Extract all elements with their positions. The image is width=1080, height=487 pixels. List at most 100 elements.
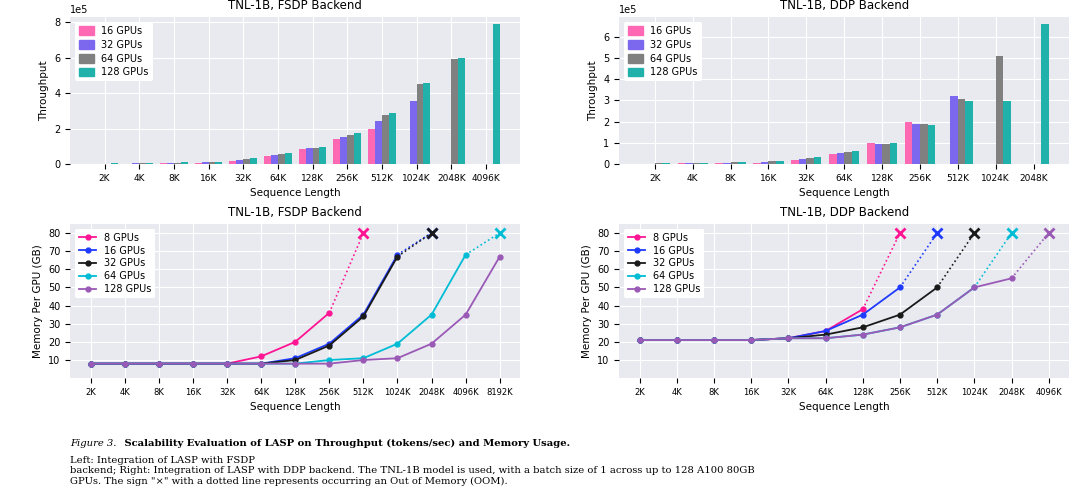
Legend: 8 GPUs, 16 GPUs, 32 GPUs, 64 GPUs, 128 GPUs: 8 GPUs, 16 GPUs, 32 GPUs, 64 GPUs, 128 G… [76,229,156,298]
8 GPUs [782,336,795,341]
Bar [132,163,139,164]
128 GPUs [288,361,301,367]
64 GPUs [255,361,268,367]
Bar [723,163,730,164]
Bar [111,163,119,164]
Bar [229,161,237,164]
Bar [458,57,465,164]
64 GPUs [288,361,301,367]
Bar [146,163,153,164]
Bar [829,154,837,164]
16 GPUs [323,341,336,347]
Bar [320,147,326,164]
128 GPUs [707,337,720,343]
128 GPUs [84,361,97,367]
128 GPUs [856,332,869,337]
Bar [867,143,875,164]
Bar [996,56,1003,164]
Bar [375,121,382,164]
Bar [278,154,285,164]
Y-axis label: Throughput: Throughput [588,60,597,121]
64 GPUs [819,336,832,341]
32 GPUs [633,337,646,343]
Bar [715,163,723,164]
8 GPUs [819,328,832,334]
Bar [753,163,761,164]
Line: 32 GPUs: 32 GPUs [637,285,940,342]
32 GPUs [220,361,233,367]
32 GPUs [671,337,684,343]
Legend: 16 GPUs, 32 GPUs, 64 GPUs, 128 GPUs: 16 GPUs, 32 GPUs, 64 GPUs, 128 GPUs [76,22,152,81]
16 GPUs [152,361,165,367]
Bar [875,144,882,164]
16 GPUs [819,328,832,334]
64 GPUs [187,361,200,367]
Bar [837,153,845,164]
Title: TNL-1B, DDP Backend: TNL-1B, DDP Backend [780,206,909,219]
Bar [920,124,928,164]
32 GPUs [84,361,97,367]
Bar [340,137,347,164]
X-axis label: Sequence Length: Sequence Length [799,188,890,198]
64 GPUs [707,337,720,343]
Bar [738,162,745,164]
Bar [890,143,897,164]
16 GPUs [84,361,97,367]
Bar [966,101,973,164]
Legend: 8 GPUs, 16 GPUs, 32 GPUs, 64 GPUs, 128 GPUs: 8 GPUs, 16 GPUs, 32 GPUs, 64 GPUs, 128 G… [624,229,704,298]
Bar [761,162,769,164]
Bar [382,115,389,164]
128 GPUs [459,312,472,318]
Bar [285,153,292,164]
Bar [730,162,738,164]
Line: 64 GPUs: 64 GPUs [637,285,976,342]
Bar [417,84,423,164]
Bar [389,113,395,164]
Bar [334,139,340,164]
Bar [237,160,243,164]
8 GPUs [707,337,720,343]
Bar [167,163,174,164]
Bar [306,149,312,164]
32 GPUs [391,254,404,260]
Bar [160,163,167,164]
Bar [174,163,180,164]
Y-axis label: Throughput: Throughput [39,60,49,121]
Bar [299,150,306,164]
Bar [194,163,202,164]
Line: 8 GPUs: 8 GPUs [637,307,865,342]
32 GPUs [707,337,720,343]
128 GPUs [494,254,507,260]
Bar [950,96,958,164]
32 GPUs [856,324,869,330]
128 GPUs [633,337,646,343]
Bar [905,122,913,164]
8 GPUs [671,337,684,343]
16 GPUs [856,312,869,318]
Bar [852,150,860,164]
64 GPUs [745,337,758,343]
Line: 8 GPUs: 8 GPUs [89,310,332,366]
Line: 128 GPUs: 128 GPUs [637,276,1014,342]
16 GPUs [187,361,200,367]
128 GPUs [187,361,200,367]
Bar [271,155,278,164]
16 GPUs [255,361,268,367]
8 GPUs [119,361,132,367]
128 GPUs [968,284,981,290]
128 GPUs [931,312,944,318]
16 GPUs [119,361,132,367]
Bar [251,158,257,164]
128 GPUs [391,356,404,361]
8 GPUs [255,354,268,359]
Line: 128 GPUs: 128 GPUs [89,254,502,366]
Bar [451,59,458,164]
Title: TNL-1B, DDP Backend: TNL-1B, DDP Backend [780,0,909,12]
64 GPUs [426,312,438,318]
Bar [216,162,222,164]
Bar [492,24,500,164]
8 GPUs [745,337,758,343]
128 GPUs [671,337,684,343]
128 GPUs [745,337,758,343]
64 GPUs [893,324,906,330]
